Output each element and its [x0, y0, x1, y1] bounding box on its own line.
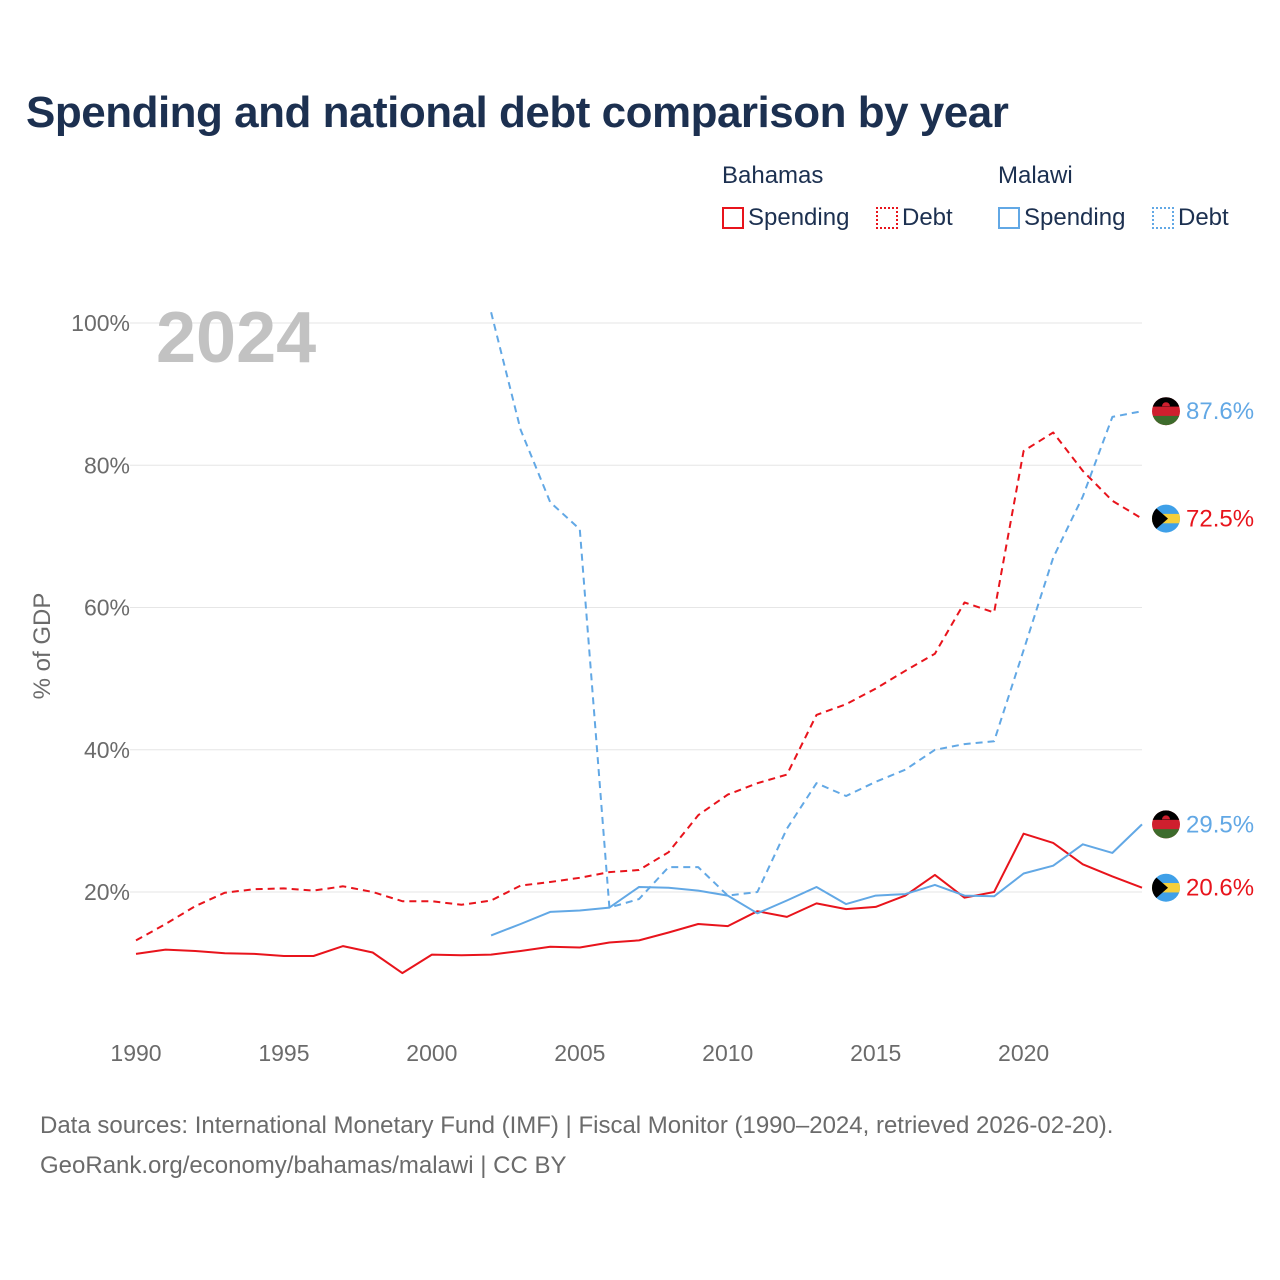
source-note: Data sources: International Monetary Fun…	[40, 1106, 1113, 1186]
source-line-1: Data sources: International Monetary Fun…	[40, 1112, 1114, 1139]
x-tick-label: 2000	[406, 1040, 457, 1066]
chart-title: Spending and national debt comparison by…	[26, 88, 1009, 137]
year-watermark: 2024	[156, 298, 316, 378]
x-tick-label: 2010	[702, 1040, 753, 1066]
legend-malawi-debt[interactable]: Debt	[1152, 204, 1229, 232]
y-tick-label: 40%	[84, 737, 130, 763]
bahamas-flag-icon	[1152, 874, 1180, 902]
legend-swatch-solid-blue	[998, 207, 1020, 229]
y-tick-label: 100%	[71, 310, 130, 336]
legend-swatch-dotted-red	[876, 207, 898, 229]
end-label-bahamas-debt: 72.5%	[1186, 506, 1254, 533]
legend-label: Spending	[748, 204, 850, 231]
grid-lines	[130, 322, 1142, 893]
series-line-bahamas-spending	[135, 832, 1143, 975]
end-labels: 20.6% 72.5% 29.5% 87.6%	[1152, 397, 1254, 902]
x-tick-label: 2005	[554, 1040, 605, 1066]
legend-label: Debt	[1178, 204, 1229, 231]
line-chart: 20% 40% 60% 80% 100% 1990 1995 2000 2005 2010 201…	[29, 298, 1254, 1066]
legend-group-malawi: Malawi	[998, 162, 1073, 189]
end-label-bahamas-spending: 20.6%	[1186, 875, 1254, 902]
legend-bahamas-debt[interactable]: Debt	[876, 204, 953, 232]
malawi-flag-icon	[1152, 397, 1180, 425]
series-line-malawi-debt	[490, 312, 1143, 909]
end-label-malawi-debt: 87.6%	[1186, 398, 1254, 425]
x-tick-label: 2015	[850, 1040, 901, 1066]
malawi-flag-icon	[1152, 810, 1180, 838]
legend-label: Spending	[1024, 204, 1126, 231]
y-axis-label: % of GDP	[29, 593, 56, 700]
series-line-malawi-spending	[490, 823, 1143, 937]
legend-malawi-spending[interactable]: Spending	[998, 204, 1125, 232]
y-tick-label: 80%	[84, 452, 130, 478]
legend-label: Debt	[902, 204, 953, 231]
series-lines	[135, 312, 1143, 975]
x-tick-label: 1990	[110, 1040, 161, 1066]
y-tick-labels: 20% 40% 60% 80% 100%	[71, 310, 130, 905]
bahamas-flag-icon	[1152, 505, 1180, 533]
x-tick-label: 2020	[998, 1040, 1049, 1066]
legend-group-bahamas: Bahamas	[722, 162, 824, 189]
y-tick-label: 60%	[84, 595, 130, 621]
source-line-2: GeoRank.org/economy/bahamas/malawi | CC …	[40, 1152, 567, 1179]
legend-swatch-dotted-blue	[1152, 207, 1174, 229]
x-tick-labels: 1990 1995 2000 2005 2010 2015 2020	[110, 1040, 1049, 1066]
y-tick-label: 20%	[84, 879, 130, 905]
end-label-malawi-spending: 29.5%	[1186, 811, 1254, 838]
legend-bahamas-spending[interactable]: Spending	[722, 204, 849, 232]
x-tick-label: 1995	[258, 1040, 309, 1066]
series-line-bahamas-debt	[135, 431, 1143, 942]
legend-swatch-solid-red	[722, 207, 744, 229]
